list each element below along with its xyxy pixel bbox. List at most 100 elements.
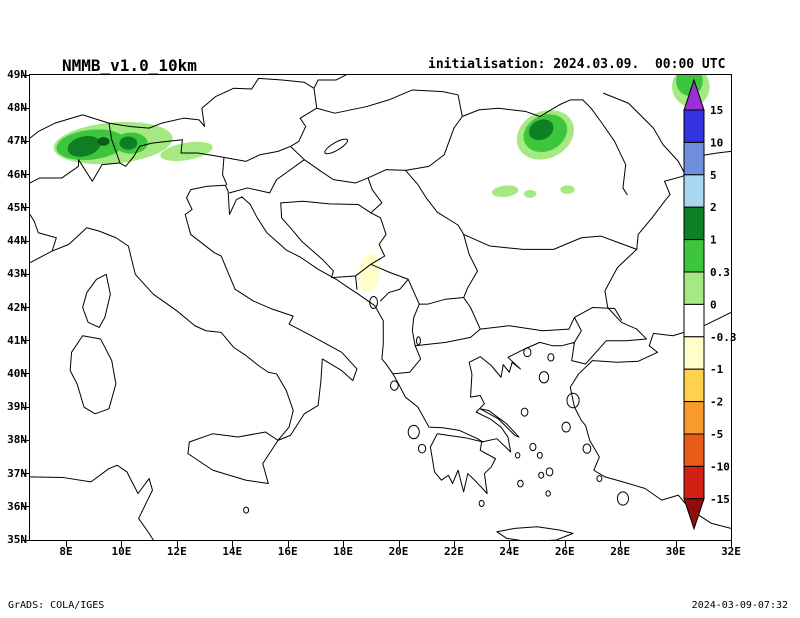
- island: [537, 452, 542, 458]
- snow-patch: [358, 253, 381, 292]
- border-moldova-prut: [583, 100, 627, 195]
- lat-tick-label: 37N: [7, 466, 27, 480]
- island-corsica: [83, 274, 111, 327]
- colorbar-segment: [683, 303, 705, 338]
- colorbar-level-label: 0.3: [710, 266, 730, 279]
- island: [390, 381, 398, 390]
- island: [515, 453, 519, 458]
- lat-tick-mark: [22, 307, 29, 308]
- grads-credit: GrADS: COLA/IGES: [8, 600, 105, 611]
- island: [548, 354, 554, 361]
- map-plot-area: [29, 74, 732, 541]
- island: [546, 491, 550, 496]
- island: [597, 476, 602, 482]
- island: [562, 422, 570, 432]
- lat-tick-mark: [22, 273, 29, 275]
- snow-patch: [524, 189, 537, 198]
- map-canvas: [30, 75, 731, 540]
- lon-tick-label: 28E: [610, 545, 631, 558]
- colorbar-level-label: 0: [710, 298, 717, 311]
- island-crete: [497, 527, 573, 540]
- border-france-italy: [30, 215, 56, 252]
- lake-balaton: [323, 136, 348, 156]
- border-slovenia-croatia: [229, 146, 304, 192]
- border-romania-ukraine: [479, 100, 583, 117]
- lat-tick-label: 46N: [7, 167, 27, 181]
- snow-shading-layer: [53, 75, 710, 292]
- border-hungary-romania: [405, 117, 462, 171]
- snow-patch: [528, 119, 554, 141]
- lat-tick-label: 39N: [7, 400, 27, 414]
- island: [617, 492, 628, 505]
- lon-tick-label: 10E: [111, 545, 132, 558]
- snow-patch: [119, 136, 138, 150]
- border-germany-austria-czech: [109, 75, 346, 128]
- island: [479, 500, 484, 506]
- lon-tick-mark: [121, 541, 123, 547]
- colorbar-over-arrow: [683, 78, 705, 111]
- lon-tick-mark: [176, 541, 178, 547]
- border-croatia-serbia: [368, 178, 382, 213]
- colorbar-level-label: 1: [710, 234, 717, 247]
- island: [546, 468, 553, 476]
- lat-tick-label: 38N: [7, 433, 27, 447]
- lon-tick-mark: [398, 541, 400, 547]
- coastline-balkans-greece-blacksea: [225, 151, 731, 493]
- lat-tick-label: 45N: [7, 200, 27, 214]
- lat-tick-label: 35N: [7, 533, 27, 546]
- lon-tick-mark: [731, 541, 732, 547]
- lat-tick-mark: [22, 539, 29, 541]
- island: [530, 443, 536, 450]
- border-croatia-bosnia: [281, 201, 371, 289]
- border-serbia-bulgaria: [464, 234, 478, 297]
- lake-ohrid: [417, 337, 421, 345]
- border-hungary-croatia: [304, 160, 368, 183]
- island: [418, 444, 425, 453]
- lat-tick-label: 48N: [7, 101, 27, 115]
- lat-tick-mark: [22, 240, 29, 242]
- island: [567, 393, 579, 408]
- lat-tick-label: 49N: [7, 68, 27, 81]
- border-montenegro-serbia-albania: [371, 264, 419, 304]
- colorbar-under-arrow: [683, 498, 705, 531]
- lon-tick-label: 32E: [721, 545, 741, 558]
- colorbar-level-label: 10: [710, 136, 723, 149]
- border-greece-turkey: [569, 317, 581, 342]
- border-danube-bulgaria-romania: [464, 234, 637, 249]
- lat-tick-label: 40N: [7, 366, 27, 380]
- lon-tick-mark: [564, 541, 566, 547]
- snow-patch: [67, 136, 101, 157]
- colorbar-level-label: -1: [710, 363, 724, 376]
- colorbar-level-label: -5: [710, 428, 723, 441]
- snow-patch: [491, 185, 519, 198]
- colorbar-level-label: 5: [710, 169, 717, 182]
- lat-tick-mark: [22, 406, 29, 408]
- lat-tick-mark: [22, 107, 29, 109]
- lon-tick-label: 30E: [665, 545, 686, 558]
- border-switzerland-north: [30, 115, 120, 163]
- island: [539, 372, 548, 383]
- lakes-layer: [323, 136, 420, 344]
- country-borders-layer: [30, 75, 685, 374]
- lon-tick-label: 14E: [222, 545, 243, 558]
- island: [583, 444, 591, 453]
- border-italy-slovenia: [223, 157, 227, 184]
- coastlines-layer: [30, 151, 731, 540]
- colorbar-segment: [683, 401, 705, 435]
- colorbar-segment: [683, 109, 705, 143]
- border-bulgaria-macedonia: [464, 298, 481, 330]
- lat-tick-label: 36N: [7, 499, 27, 513]
- colorbar-level-label: 2: [710, 201, 717, 214]
- border-austria-hungary: [290, 88, 316, 146]
- island: [408, 425, 419, 438]
- lon-tick-mark: [287, 541, 289, 547]
- lon-tick-mark: [620, 541, 622, 547]
- colorbar-segment: [683, 206, 705, 241]
- border-hungary-serbia: [368, 170, 405, 178]
- lon-tick-mark: [509, 541, 511, 547]
- lat-tick-mark: [22, 140, 29, 142]
- colorbar-level-label: -0.3: [710, 331, 737, 344]
- lon-tick-mark: [66, 541, 68, 547]
- creation-timestamp: 2024-03-09-07:32: [691, 600, 788, 611]
- border-bulgaria-turkey: [574, 308, 621, 321]
